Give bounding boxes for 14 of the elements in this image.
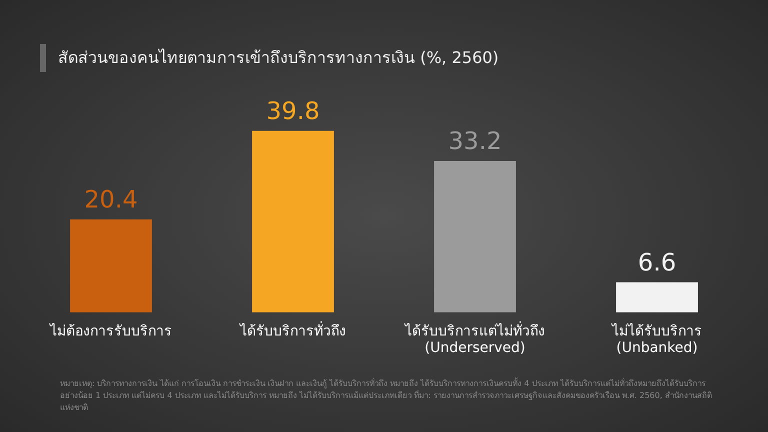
chart-title: สัดส่วนของคนไทยตามการเข้าถึงบริการทางการเงิน (%, 2560)	[40, 44, 499, 72]
x-tick-label: ได้รับบริการทั่วถึง	[239, 321, 346, 340]
text: หมายเหตุ: บริการทางการเงิน ได้แก่ การโอนเงิน การชำระเงิน เงินฝาก และเงินกู้ ได้รับบริการทั่วถึง หมายถึง ได้รับบริการทางการเงินครบทั้ง 4 ประเภท ได้รับบริการแต่ไม่ทั่วถึงหมายถึงได้รับบริการอย่างน้อย 1 ประเภท แต่ไม่ครบ 4 ประเภท และไม่ได้รับบริการ หมายถึง ไม่ได้รับบริการแม้แต่ประเภทเดียว ที่มา: รายงานการสำรวจภาวะเศรษฐกิจและสังคมของครัวเรือน พ.ศ. 2560, สำนักงานสถิติแห่งชาติ	[60, 378, 713, 414]
data-label: 33.2	[448, 127, 502, 156]
data-label: 39.8	[266, 97, 320, 126]
bar	[616, 282, 698, 312]
data-label: 6.6	[638, 248, 676, 277]
bar	[252, 130, 334, 312]
bar	[70, 219, 152, 312]
bar	[434, 161, 516, 312]
x-tick-label: ไม่ได้รับบริการ (Unbanked)	[611, 322, 702, 356]
x-tick-label: ไม่ต้องการรับบริการ	[49, 322, 172, 340]
data-label: 20.4	[84, 186, 138, 214]
x-tick-label: ได้รับบริการแต่ไม่ทั่วถึง (Underserved)	[404, 321, 545, 356]
